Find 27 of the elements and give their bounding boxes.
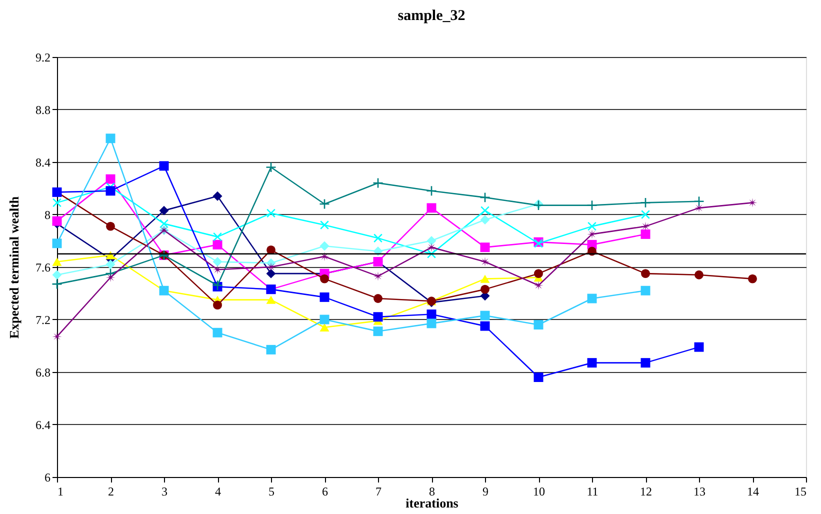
y-tick-label: 9.2 [36,50,50,64]
y-tick-label: 8.8 [36,103,50,117]
y-tick-label: 7.2 [36,313,50,327]
x-tick-label: 7 [376,484,382,498]
y-tick-label: 6.4 [36,418,50,432]
y-tick-label: 8.4 [36,156,50,170]
x-tick-label: 10 [533,484,545,498]
y-tick-label: 7.6 [36,260,50,274]
x-tick-label: 5 [268,484,274,498]
y-axis-title: Expected terminal wealth [6,196,22,339]
y-tick-label: 8 [44,208,50,222]
x-tick-label: 15 [794,484,806,498]
x-tick-label: 11 [586,484,598,498]
x-tick-label: 1 [58,484,64,498]
x-tick-label: 8 [429,484,435,498]
x-tick-label: 9 [482,484,488,498]
x-tick-label: 3 [162,484,168,498]
x-tick-label: 13 [694,484,706,498]
chart-title: sample_32 [398,8,466,24]
x-tick-label: 2 [108,484,114,498]
x-axis-title: iterations [406,496,458,510]
x-tick-label: 14 [747,484,759,498]
y-tick-label: 6 [44,470,50,484]
y-tick-label: 6.8 [36,366,50,380]
x-tick-label: 6 [322,484,328,498]
x-tick-label: 12 [640,484,652,498]
x-tick-label: 4 [215,484,221,498]
